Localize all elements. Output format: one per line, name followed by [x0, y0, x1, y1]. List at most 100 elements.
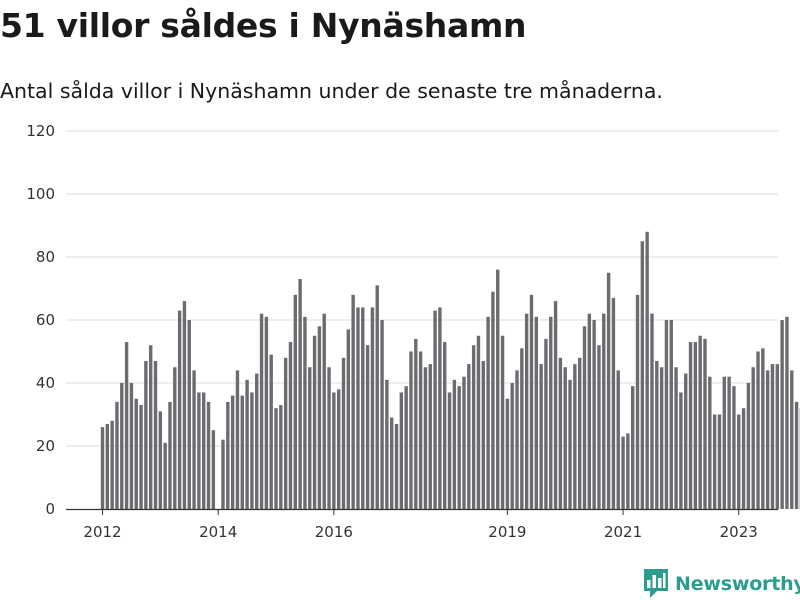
y-tick-label: 80	[36, 248, 55, 266]
bar	[462, 376, 466, 509]
bar	[312, 335, 317, 509]
bar	[269, 354, 273, 509]
bar	[404, 386, 408, 509]
bar	[780, 320, 784, 509]
bar	[361, 307, 365, 509]
bar	[496, 269, 500, 509]
bar	[279, 405, 283, 509]
y-tick-label: 0	[45, 500, 55, 518]
bar	[708, 376, 712, 509]
bar	[765, 370, 770, 509]
bar	[674, 367, 678, 509]
bar	[467, 364, 471, 509]
bar	[317, 326, 322, 509]
bar	[134, 398, 138, 509]
bar	[327, 367, 331, 509]
bar	[563, 367, 567, 509]
bar	[481, 360, 485, 509]
bar	[144, 360, 148, 509]
bar	[182, 301, 187, 509]
bar	[621, 436, 625, 509]
bar	[240, 395, 244, 509]
bar	[230, 395, 235, 509]
bar	[486, 316, 490, 509]
bar	[158, 411, 163, 509]
bar	[553, 301, 558, 509]
bars	[100, 231, 800, 510]
x-tick-label: 2021	[604, 523, 642, 541]
bar	[510, 383, 514, 509]
bar	[443, 342, 447, 509]
y-tick-label: 120	[26, 122, 55, 140]
bar	[255, 373, 259, 509]
x-tick-label: 2012	[83, 523, 121, 541]
bar	[139, 405, 143, 509]
bar	[163, 442, 167, 509]
bar	[322, 313, 326, 509]
bar	[259, 313, 264, 509]
bar	[211, 430, 216, 509]
bar	[587, 313, 592, 509]
bar	[635, 294, 640, 509]
bar	[476, 335, 481, 509]
bar	[505, 398, 510, 509]
bar	[283, 357, 288, 509]
bar	[124, 342, 129, 509]
bar	[264, 316, 269, 509]
bar	[577, 357, 582, 509]
bar	[568, 379, 572, 509]
bar	[746, 383, 751, 509]
bar	[529, 294, 534, 509]
bar	[539, 364, 543, 509]
bar	[669, 320, 673, 509]
bar	[611, 297, 616, 509]
logo-text: Newsworthy	[675, 573, 800, 595]
bar	[703, 338, 707, 509]
bar	[394, 423, 399, 509]
bar	[332, 392, 336, 509]
bar	[293, 294, 297, 509]
bar	[356, 307, 360, 509]
bar	[245, 379, 249, 509]
bar	[288, 342, 293, 509]
bar	[341, 357, 346, 509]
bar	[592, 320, 596, 509]
bar	[274, 408, 278, 509]
bar	[741, 408, 746, 509]
newsworthy-logo: Newsworthy	[644, 569, 800, 599]
bar	[549, 316, 553, 509]
bar	[303, 316, 307, 509]
bar	[737, 414, 741, 509]
bar	[688, 342, 693, 509]
bar	[414, 338, 418, 509]
bar	[385, 379, 389, 509]
bar	[640, 241, 645, 509]
newsworthy-logo-icon	[644, 569, 668, 598]
bar	[115, 401, 119, 509]
x-tick-label: 2019	[488, 523, 526, 541]
bar	[645, 231, 649, 510]
y-tick-label: 20	[36, 437, 55, 455]
y-tick-label: 100	[26, 185, 55, 203]
bar	[500, 335, 505, 509]
bar	[390, 417, 394, 509]
y-tick-label: 40	[36, 374, 55, 392]
bar	[631, 386, 635, 509]
bar	[197, 392, 201, 509]
bar	[785, 316, 789, 509]
bar	[693, 342, 698, 509]
bar	[491, 291, 495, 509]
bar	[626, 433, 630, 509]
bar	[616, 370, 620, 509]
bar	[346, 329, 351, 509]
bar	[399, 392, 404, 509]
bar	[775, 364, 779, 509]
bar	[712, 414, 717, 509]
bar	[597, 345, 601, 509]
bar	[105, 423, 110, 509]
y-tick-label: 60	[36, 311, 55, 329]
bar	[187, 320, 191, 509]
bar	[375, 285, 379, 509]
bar	[602, 313, 606, 509]
